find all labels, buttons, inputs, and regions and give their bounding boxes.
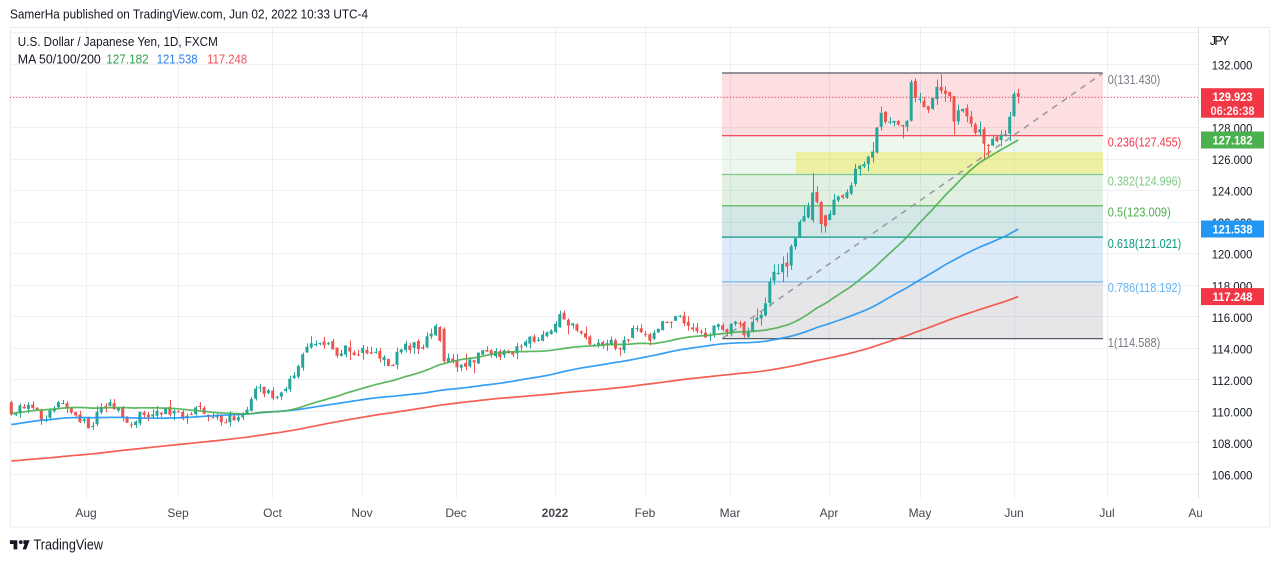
svg-text:May: May — [909, 506, 932, 520]
svg-text:126.000: 126.000 — [1212, 153, 1253, 167]
svg-text:Sep: Sep — [167, 506, 189, 520]
svg-text:127.182: 127.182 — [106, 51, 148, 66]
svg-text:106.000: 106.000 — [1212, 469, 1253, 483]
svg-text:117.248: 117.248 — [207, 51, 247, 66]
svg-text:TradingView: TradingView — [34, 537, 104, 554]
svg-text:Jun: Jun — [1004, 506, 1023, 520]
svg-text:1(114.588): 1(114.588) — [1108, 336, 1161, 350]
svg-text:0.382(124.996): 0.382(124.996) — [1108, 174, 1182, 188]
svg-text:114.000: 114.000 — [1212, 342, 1253, 356]
svg-text:110.000: 110.000 — [1212, 405, 1253, 419]
svg-text:127.182: 127.182 — [1213, 133, 1253, 147]
svg-text:SamerHa published on TradingVi: SamerHa published on TradingView.com, Ju… — [10, 7, 368, 22]
svg-text:Oct: Oct — [263, 506, 282, 520]
svg-text:U.S. Dollar / Japanese Yen, 1D: U.S. Dollar / Japanese Yen, 1D, FXCM — [18, 34, 218, 49]
svg-text:Nov: Nov — [351, 506, 372, 520]
svg-text:0.5(123.009): 0.5(123.009) — [1108, 206, 1171, 220]
svg-text:JPY: JPY — [1210, 34, 1230, 48]
svg-text:Aug: Aug — [75, 506, 96, 520]
svg-text:121.538: 121.538 — [1213, 222, 1253, 236]
svg-text:Mar: Mar — [720, 506, 741, 520]
svg-text:0.618(121.021): 0.618(121.021) — [1108, 237, 1182, 251]
svg-text:0.786(118.192): 0.786(118.192) — [1108, 281, 1182, 295]
svg-text:120.000: 120.000 — [1212, 248, 1253, 262]
svg-text:121.538: 121.538 — [157, 51, 198, 66]
svg-text:112.000: 112.000 — [1212, 374, 1253, 388]
svg-text:MA 50/100/200: MA 50/100/200 — [18, 51, 101, 66]
svg-text:Jul: Jul — [1099, 506, 1114, 520]
svg-text:Feb: Feb — [635, 506, 656, 520]
svg-text:Apr: Apr — [820, 506, 839, 520]
svg-text:132.000: 132.000 — [1212, 59, 1253, 73]
svg-text:06:26:38: 06:26:38 — [1211, 104, 1255, 118]
svg-text:108.000: 108.000 — [1212, 437, 1253, 451]
svg-text:129.923: 129.923 — [1213, 90, 1253, 104]
svg-text:0.236(127.455): 0.236(127.455) — [1108, 136, 1182, 150]
svg-text:Dec: Dec — [445, 506, 466, 520]
svg-text:2022: 2022 — [542, 506, 569, 520]
svg-text:117.248: 117.248 — [1213, 290, 1253, 304]
svg-text:116.000: 116.000 — [1212, 311, 1253, 325]
svg-text:124.000: 124.000 — [1212, 185, 1253, 199]
svg-text:0(131.430): 0(131.430) — [1108, 73, 1161, 87]
